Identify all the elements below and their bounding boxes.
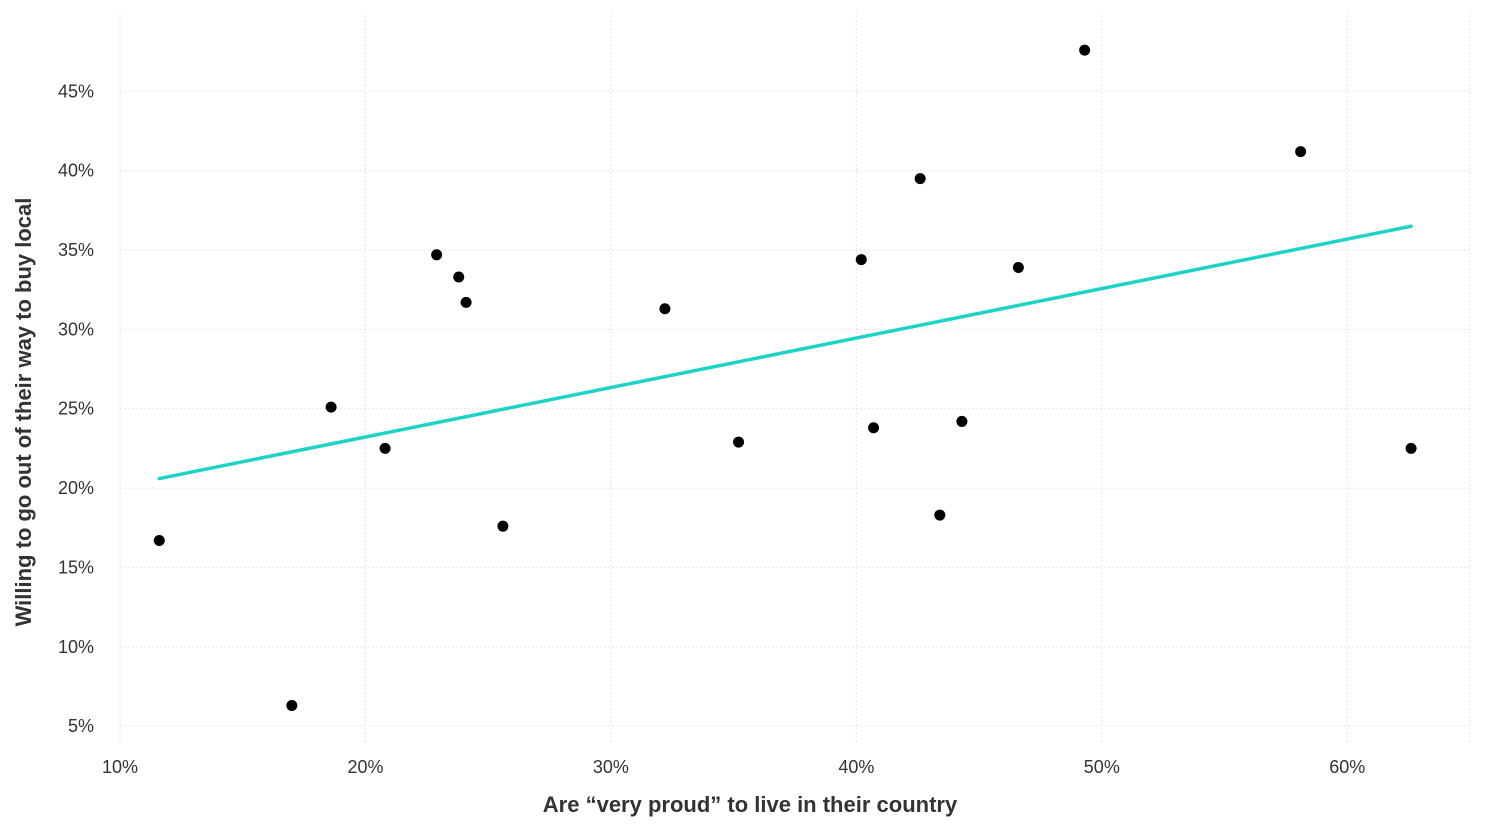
- y-tick-label: 30%: [58, 319, 94, 339]
- data-point: [733, 436, 745, 448]
- data-point: [153, 534, 165, 546]
- x-tick-label: 20%: [347, 757, 383, 777]
- y-tick-label: 25%: [58, 399, 94, 419]
- x-axis-ticks: 10% 20% 30% 40% 50% 60%: [102, 757, 1365, 777]
- data-point: [855, 254, 867, 266]
- y-tick-label: 45%: [58, 81, 94, 101]
- data-point: [286, 700, 298, 711]
- data-point: [497, 520, 509, 532]
- trendline-group: [157, 224, 1413, 481]
- data-point: [1405, 442, 1417, 454]
- y-tick-label: 10%: [58, 637, 94, 657]
- y-tick-label: 20%: [58, 478, 94, 498]
- data-point: [325, 401, 337, 413]
- data-point: [956, 415, 968, 427]
- y-tick-label: 35%: [58, 240, 94, 260]
- data-point: [431, 249, 443, 261]
- data-point: [1295, 146, 1307, 158]
- x-tick-label: 10%: [102, 757, 138, 777]
- y-tick-label: 15%: [58, 557, 94, 577]
- data-point: [659, 303, 671, 315]
- points-group: [153, 44, 1417, 711]
- data-point: [453, 271, 465, 283]
- data-point: [868, 422, 880, 434]
- data-point: [1079, 44, 1091, 56]
- data-point: [1012, 262, 1024, 273]
- y-tick-label: 40%: [58, 161, 94, 181]
- data-point: [460, 296, 472, 308]
- data-point: [379, 442, 391, 454]
- x-tick-label: 60%: [1329, 757, 1365, 777]
- y-axis-ticks: 5% 10% 15% 20% 25% 30% 35% 40% 45%: [58, 81, 94, 736]
- x-tick-label: 50%: [1084, 757, 1120, 777]
- y-axis-title: Willing to go out of their way to buy lo…: [11, 198, 36, 627]
- x-tick-label: 40%: [838, 757, 874, 777]
- data-point: [914, 173, 926, 185]
- x-tick-label: 30%: [593, 757, 629, 777]
- x-axis-title: Are “very proud” to live in their countr…: [543, 792, 958, 817]
- grid: [119, 12, 1471, 742]
- trendline: [157, 224, 1413, 481]
- data-point: [934, 509, 946, 521]
- y-tick-label: 5%: [68, 716, 94, 736]
